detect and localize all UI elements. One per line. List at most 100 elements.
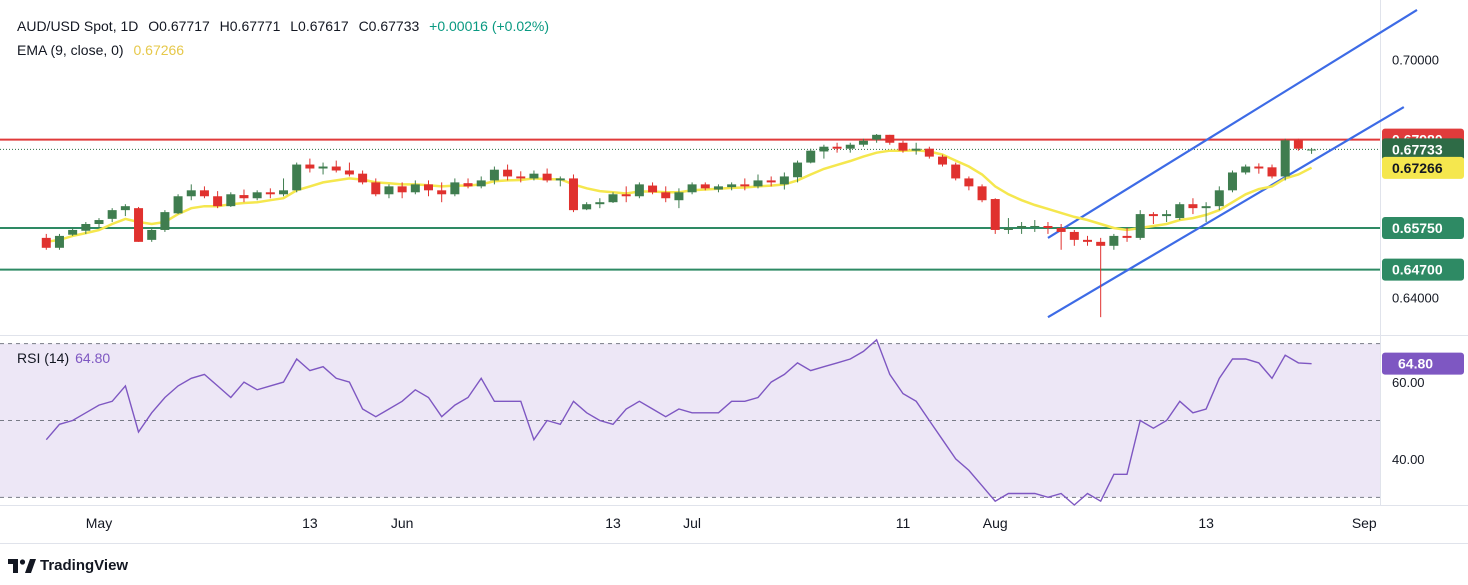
candle-body — [213, 196, 223, 207]
candle-body — [1293, 140, 1303, 149]
candle-body — [1030, 225, 1040, 227]
level-tag-label: 0.64700 — [1392, 262, 1443, 278]
ema-label[interactable]: EMA (9, close, 0) — [17, 42, 124, 58]
candle-body — [265, 192, 275, 195]
candle-body — [41, 237, 51, 248]
candle-body — [595, 202, 605, 205]
candle-body — [226, 194, 236, 207]
close-value: C0.67733 — [358, 18, 420, 34]
open-value: O0.67717 — [148, 18, 210, 34]
candle-body — [858, 140, 868, 145]
candle-body — [1214, 190, 1224, 207]
candle-body — [94, 220, 104, 225]
candle-body — [147, 229, 157, 240]
candle-body — [1241, 166, 1251, 173]
price-tick-label: 0.70000 — [1392, 53, 1439, 68]
time-tick-label: 13 — [1198, 515, 1214, 531]
candle-body — [1083, 239, 1092, 242]
rsi-line — [45, 338, 1312, 506]
candle-body — [331, 166, 341, 171]
rsi-tick-label: 60.00 — [1392, 375, 1425, 390]
candle-body — [793, 162, 803, 178]
candle-body — [938, 156, 948, 165]
candle-body — [489, 169, 499, 181]
candle-body — [727, 184, 737, 188]
candle-body — [766, 180, 776, 183]
price-tick-label: 0.64000 — [1392, 290, 1439, 305]
candle-body — [555, 178, 565, 181]
level-tag-bg — [1382, 216, 1464, 239]
candle-body — [463, 183, 473, 187]
candle-body — [1148, 214, 1158, 217]
candle-body — [1254, 166, 1264, 169]
low-value: L0.67617 — [290, 18, 349, 34]
candle-body — [1188, 204, 1198, 209]
ema-price-tag-label: 0.67266 — [1392, 160, 1443, 176]
candle-body — [1056, 227, 1066, 232]
candle-body — [977, 186, 987, 201]
ema-value: 0.67266 — [133, 42, 185, 58]
candle-body — [674, 192, 684, 201]
candle-body — [621, 194, 631, 197]
ema-price-tag-bg — [1382, 156, 1464, 179]
candle-body — [107, 210, 117, 219]
time-tick-label: 13 — [302, 515, 318, 531]
candle-body — [885, 134, 895, 143]
candle-body — [252, 192, 262, 199]
candle-body — [990, 199, 1000, 230]
candle-body — [911, 148, 921, 151]
candle-body — [358, 173, 368, 183]
candle-body — [832, 146, 842, 149]
candle-body — [1280, 140, 1290, 177]
candle-body — [753, 180, 763, 187]
candle-body — [582, 204, 592, 210]
candle-body — [450, 182, 460, 195]
candle-body — [344, 170, 354, 175]
candle-body — [608, 194, 618, 203]
candle-body — [819, 146, 829, 152]
candle-body — [1122, 235, 1132, 238]
time-tick-label: 11 — [896, 515, 911, 531]
candle-body — [924, 148, 934, 157]
candle-body — [740, 184, 750, 187]
candle-body — [542, 173, 552, 181]
candle-body — [1267, 167, 1277, 177]
candle-body — [687, 184, 697, 193]
candle-body — [516, 176, 526, 179]
time-tick-label: May — [86, 515, 112, 531]
candle-body — [384, 186, 394, 195]
high-value: H0.67771 — [219, 18, 281, 34]
time-tick-label: Jun — [391, 515, 414, 531]
rsi-tag-bg — [1382, 352, 1464, 375]
candle-body — [951, 164, 961, 179]
symbol-label[interactable]: AUD/USD Spot, 1D — [17, 18, 139, 34]
candle-body — [1109, 235, 1119, 246]
candle-body — [120, 206, 130, 211]
rsi-value: 64.80 — [75, 350, 111, 366]
rsi-tag-label: 64.80 — [1398, 356, 1433, 372]
tradingview-brand[interactable]: TradingView — [8, 557, 128, 574]
candle-body — [424, 184, 433, 191]
time-tick-label: 13 — [605, 515, 621, 531]
candle-body — [1307, 149, 1317, 151]
rsi-label[interactable]: RSI (14) — [17, 350, 70, 366]
time-tick-label: Aug — [983, 515, 1008, 531]
time-tick-label: Jul — [683, 515, 701, 531]
candle-body — [476, 180, 486, 187]
candle-body — [1096, 241, 1106, 246]
candle-body — [779, 176, 789, 185]
channel-upper-line — [1047, 9, 1418, 239]
rsi-tick-label: 40.00 — [1392, 452, 1425, 467]
candle-body — [872, 134, 882, 140]
candle-body — [898, 142, 908, 151]
tradingview-logo-icon — [8, 558, 36, 573]
candle-body — [1175, 204, 1185, 219]
candle-body — [437, 190, 447, 195]
candle-body — [1003, 227, 1013, 230]
candle-body — [700, 184, 710, 189]
channel-lower-line — [1047, 106, 1405, 319]
candle-body — [239, 195, 249, 199]
candle-body — [1201, 206, 1211, 209]
